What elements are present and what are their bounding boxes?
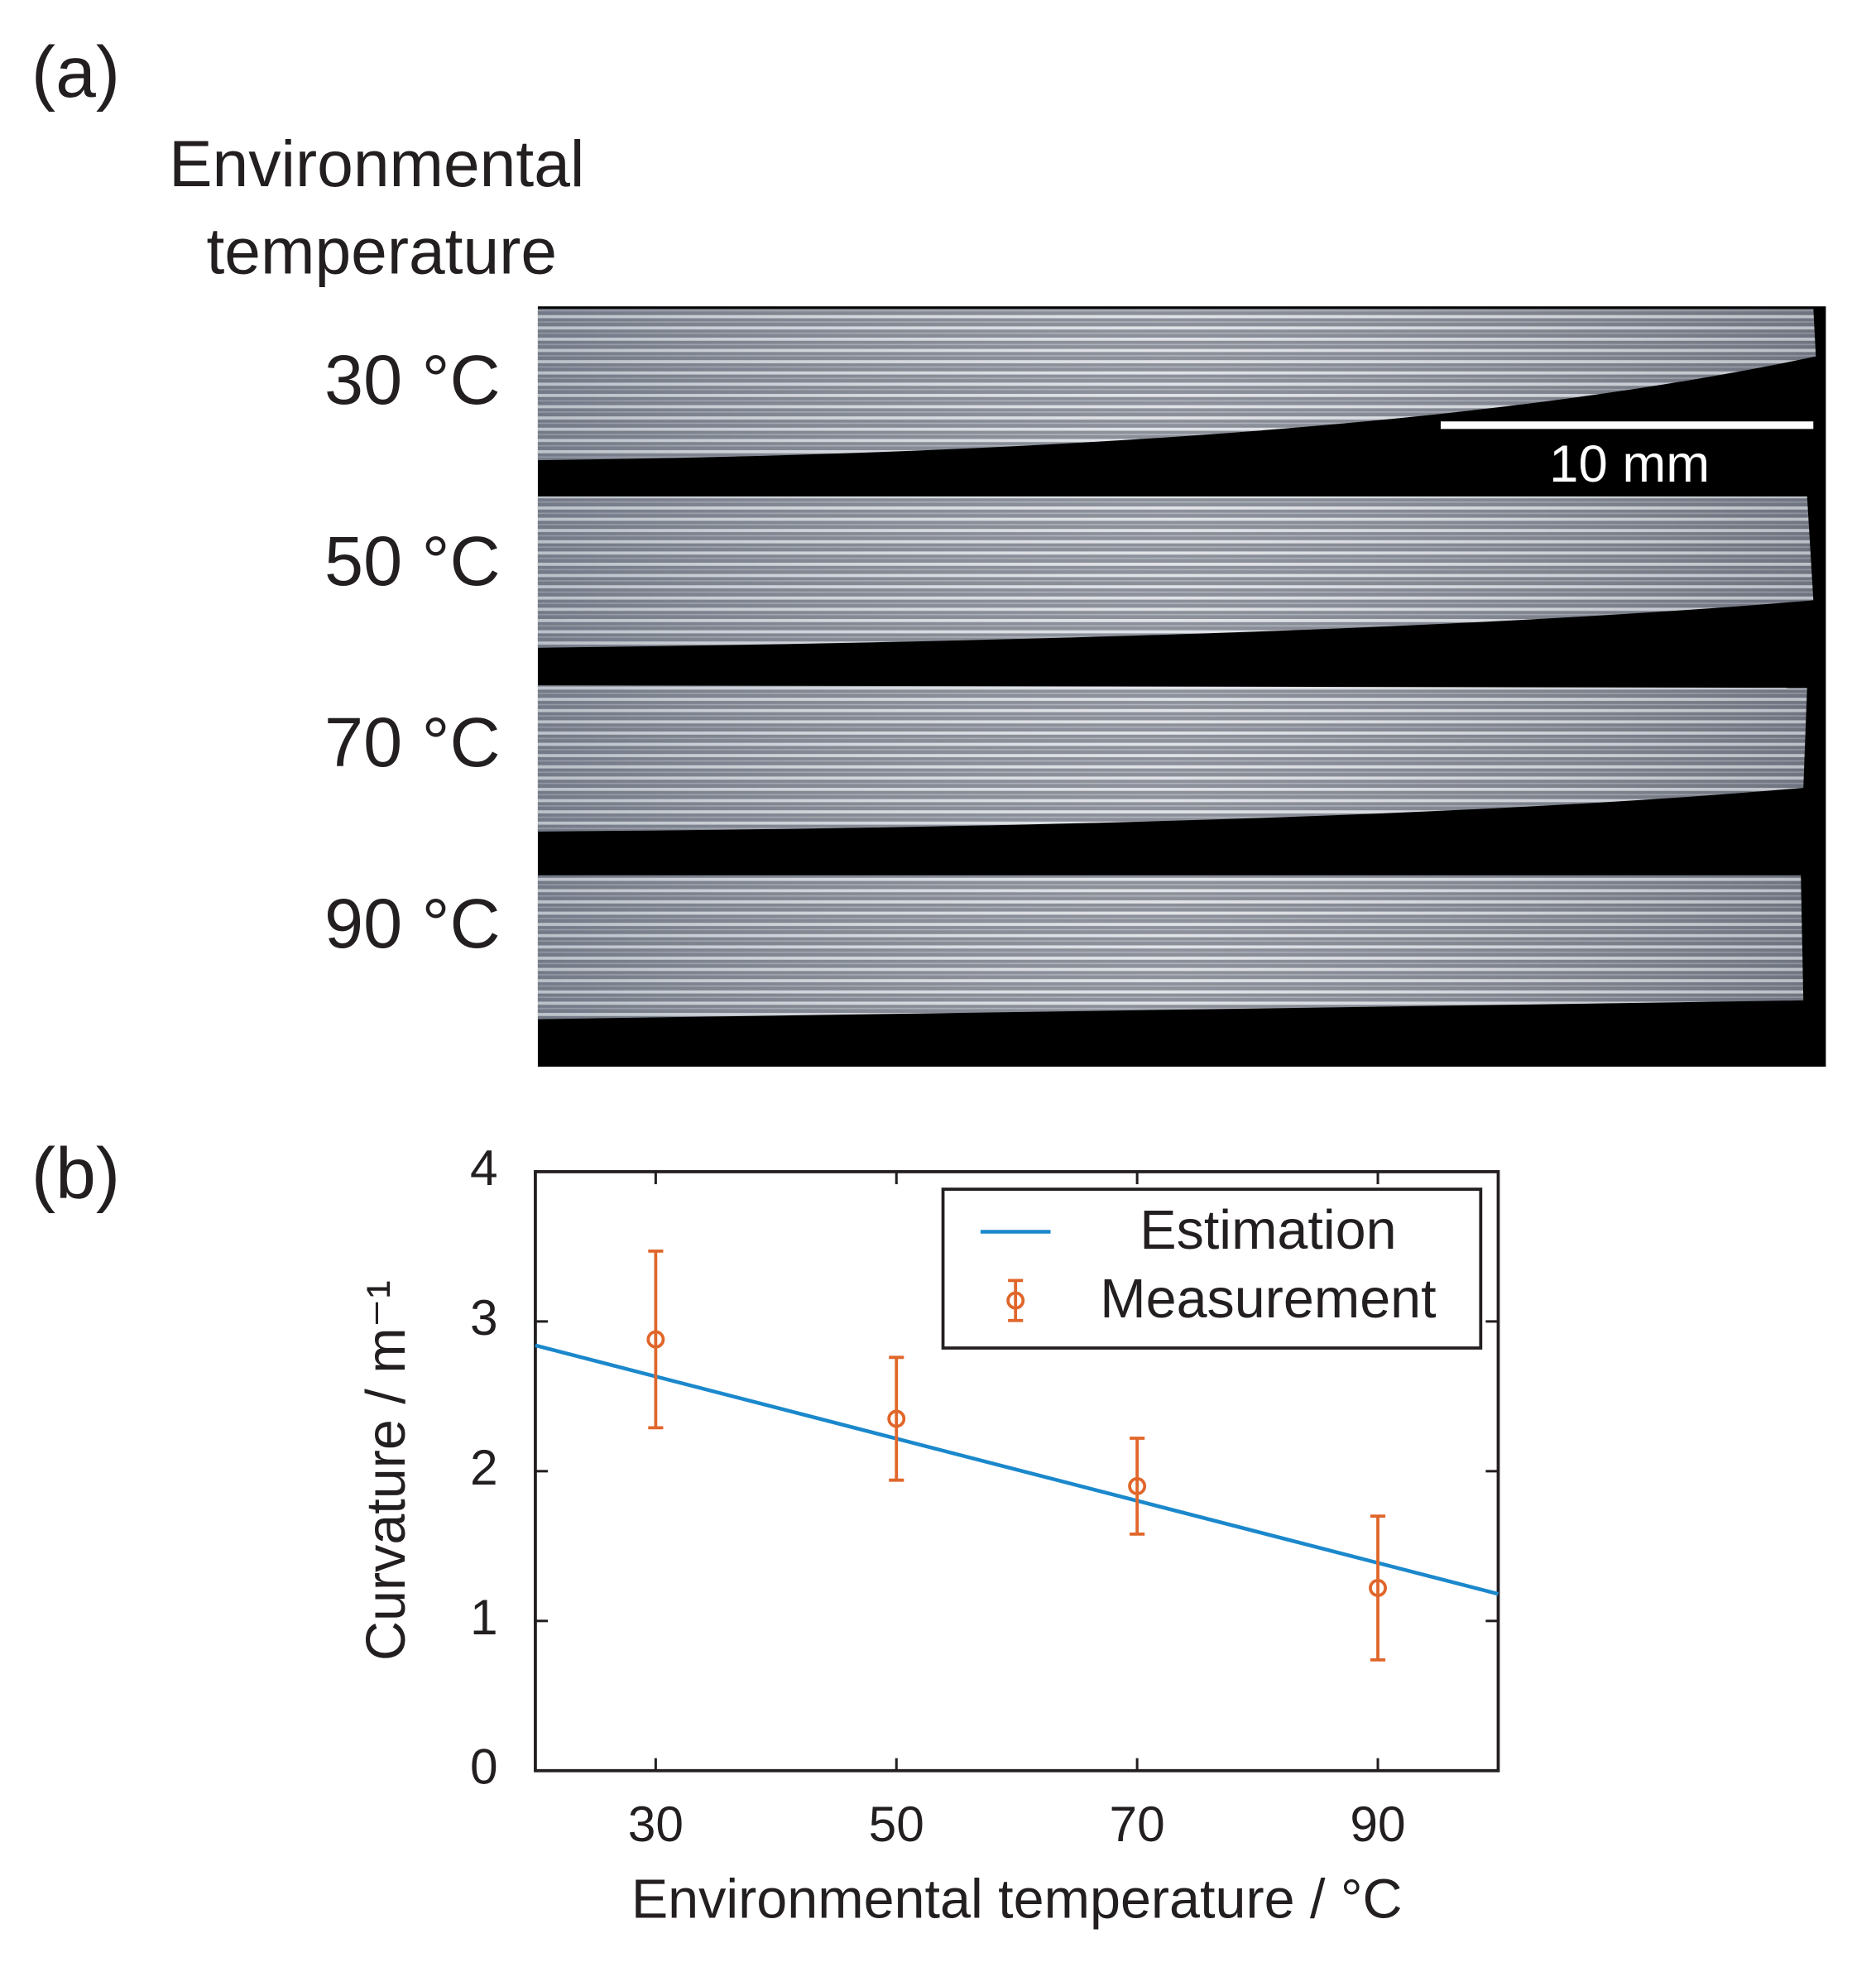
x-tick-label: 70 xyxy=(1110,1796,1165,1852)
legend-label: Estimation xyxy=(1140,1200,1396,1261)
row-label: 90 °C xyxy=(324,884,501,962)
legend-box xyxy=(941,1187,1483,1350)
y-axis-label: Curvature / m⁻¹ xyxy=(356,1280,417,1661)
y-tick-label: 2 xyxy=(470,1439,498,1495)
row-header: Environmental xyxy=(169,127,584,200)
panel-label: (a) xyxy=(31,31,120,113)
x-tick-label: 30 xyxy=(628,1796,684,1852)
error-bar xyxy=(1130,1437,1145,1536)
measurement-point xyxy=(1369,1579,1387,1597)
panel-label: (b) xyxy=(31,1133,120,1214)
error-bar xyxy=(648,1249,664,1430)
error-bar xyxy=(1370,1514,1386,1662)
y-tick-label: 4 xyxy=(470,1139,498,1196)
measurement-point xyxy=(1128,1476,1147,1495)
legend-swatch xyxy=(1006,1291,1025,1310)
error-bar xyxy=(889,1355,904,1482)
x-tick-label: 90 xyxy=(1350,1796,1405,1852)
row-label: 70 °C xyxy=(324,703,501,781)
x-axis-label: Environmental temperature / °C xyxy=(631,1869,1403,1930)
scale-bar-label: 10 mm xyxy=(1549,435,1710,493)
photo xyxy=(537,306,1826,1067)
measurement-point xyxy=(646,1330,665,1349)
y-tick-label: 3 xyxy=(470,1289,498,1346)
y-tick-label: 0 xyxy=(470,1739,498,1795)
row-header: temperature xyxy=(206,215,557,288)
row-label: 50 °C xyxy=(324,521,501,600)
estimation-line xyxy=(535,1343,1499,1596)
legend-label: Measurement xyxy=(1100,1269,1436,1330)
row-label: 30 °C xyxy=(324,340,501,419)
measurement-point xyxy=(887,1409,906,1428)
x-tick-label: 50 xyxy=(869,1796,924,1852)
y-tick-label: 1 xyxy=(470,1589,498,1645)
legend-swatch xyxy=(1008,1279,1024,1322)
